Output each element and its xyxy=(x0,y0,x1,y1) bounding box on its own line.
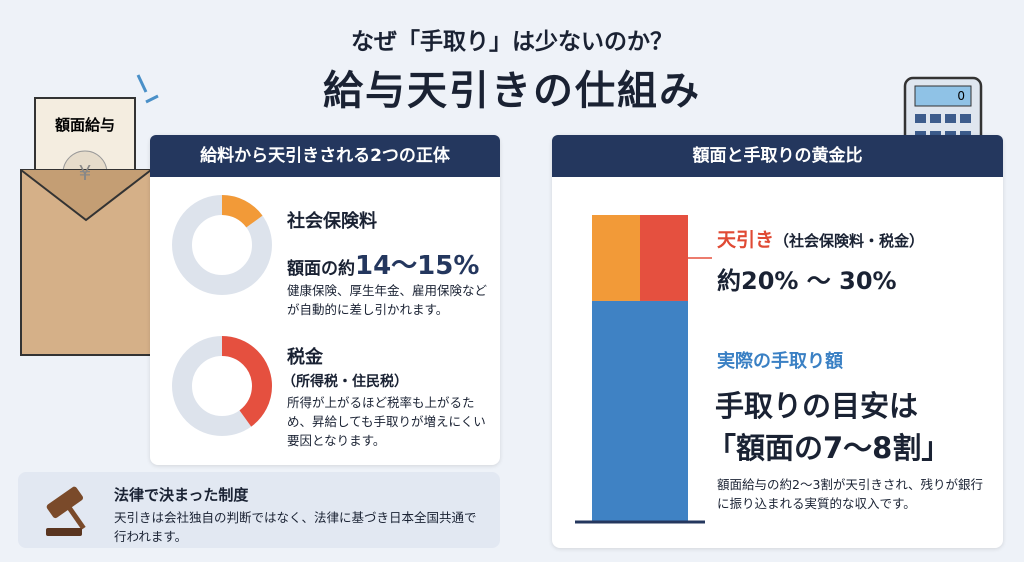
note-box: 法律で決まった制度 天引きは会社独自の判断ではなく、法律に基づき日本全国共通で行… xyxy=(18,472,500,548)
note-title: 法律で決まった制度 xyxy=(114,486,249,504)
title: 給与天引きの仕組み xyxy=(323,68,701,114)
amount: 14〜15% xyxy=(355,251,480,281)
takehome-label: 実際の手取り額 xyxy=(717,351,843,372)
deduction-detail: （社会保険料・税金） xyxy=(774,232,925,250)
item-sub: （所得税・住民税） xyxy=(282,374,408,390)
deduction-tax xyxy=(640,215,688,301)
note-text: 天引きは会社独自の判断ではなく、法律に基づき日本全国共通で行われます。 xyxy=(114,510,477,544)
item-name: 税金 xyxy=(287,347,323,368)
right-heading: 額面と手取りの黄金比 xyxy=(552,135,1003,177)
item-description: 健康保険、厚生年金、雇用保険などが自動的に差し引かれます。 xyxy=(287,283,488,317)
deduction-label: 天引き xyxy=(717,229,775,251)
donut-arc xyxy=(172,336,272,436)
gavel-icon xyxy=(46,486,86,536)
currency-symbol: ¥ xyxy=(79,161,92,185)
item-name: 社会保険料 xyxy=(287,211,377,232)
donut-arc xyxy=(172,195,272,295)
envelope-label: 額面給与 xyxy=(54,116,115,134)
calculator-display: 0 xyxy=(957,89,965,103)
left-panel: 給料から天引きされる2つの正体 社会保険料 額面の約14〜15% 健康保険、厚生… xyxy=(150,135,500,465)
deduction-segment xyxy=(592,215,688,301)
item-description: 所得が上がるほど税率も上がるため、昇給しても手取りが増えにくい要因となります。 xyxy=(287,395,486,448)
amount-prefix: 額面の約 xyxy=(287,259,355,279)
deduction-range: 約20% 〜 30% xyxy=(717,267,897,295)
subtitle: なぜ「手取り」は少ないのか？ xyxy=(351,29,673,55)
takehome-description: 額面給与の約2〜3割が天引きされ、残りが銀行に振り込まれる実質的な収入です。 xyxy=(717,477,984,511)
left-heading: 給料から天引きされる2つの正体 xyxy=(150,135,500,177)
takehome-headline: 手取りの目安は xyxy=(715,389,919,423)
takehome-segment xyxy=(592,300,688,522)
takehome-headline: 「額面の7〜8割」 xyxy=(707,431,951,465)
deduction-social xyxy=(592,215,640,301)
envelope-icon: 額面給与 ¥ xyxy=(20,74,159,356)
